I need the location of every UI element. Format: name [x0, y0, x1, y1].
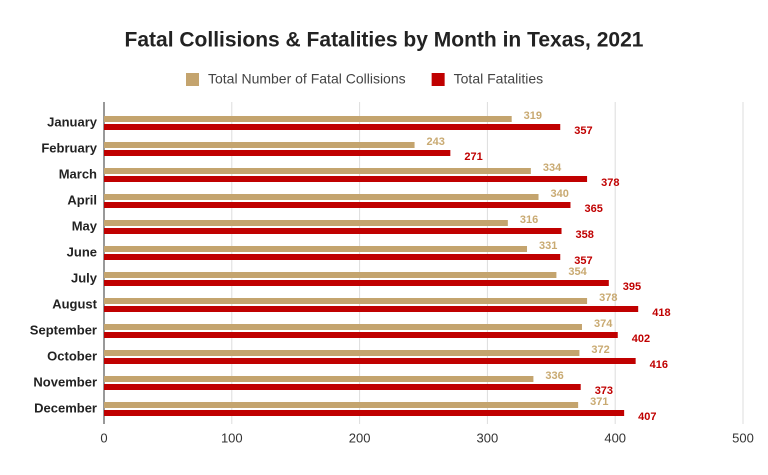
bar [104, 176, 588, 182]
data-label: 374 [594, 318, 613, 330]
data-label: 316 [520, 214, 538, 226]
data-label: 331 [539, 240, 557, 252]
legend: Total Number of Fatal Collisions Total Fa… [186, 71, 543, 87]
legend-label: Total Fatalities [454, 71, 543, 87]
bar [104, 384, 581, 390]
data-label: 416 [650, 359, 668, 371]
legend-swatch [186, 73, 199, 86]
y-tick-label: October [47, 348, 97, 363]
data-label: 418 [652, 307, 670, 319]
bar [104, 324, 582, 330]
data-label: 357 [574, 125, 592, 137]
x-tick-label: 0 [100, 430, 107, 445]
y-tick-label: September [30, 322, 97, 337]
data-label: 371 [590, 396, 608, 408]
data-label: 378 [599, 292, 617, 304]
data-label: 357 [574, 255, 592, 267]
x-tick-label: 400 [604, 430, 626, 445]
y-tick-label: July [71, 270, 98, 285]
x-tick-label: 300 [477, 430, 499, 445]
legend-swatch [431, 73, 445, 86]
y-tick-label: May [72, 218, 98, 233]
bar [104, 332, 618, 338]
bar [104, 202, 571, 208]
y-tick-label: November [33, 374, 97, 389]
x-tick-label: 500 [732, 430, 754, 445]
bar [104, 124, 561, 130]
data-label: 271 [464, 151, 482, 163]
data-label: 373 [595, 385, 613, 397]
data-label: 354 [568, 266, 587, 278]
bar [104, 350, 580, 356]
bar [104, 194, 539, 200]
bar [104, 254, 561, 260]
data-label: 336 [545, 370, 563, 382]
bar [104, 358, 636, 364]
y-tick-label: August [52, 296, 97, 311]
bar [104, 220, 508, 226]
data-label: 407 [638, 411, 656, 423]
data-label: 378 [601, 177, 619, 189]
data-label: 358 [576, 229, 594, 241]
data-label: 334 [543, 162, 562, 174]
bar [104, 116, 512, 122]
bar [104, 376, 534, 382]
chart-title: Fatal Collisions & Fatalities by Month i… [125, 29, 644, 52]
data-label: 372 [591, 344, 609, 356]
bar [104, 228, 562, 234]
y-tick-label: December [34, 400, 97, 415]
data-label: 395 [623, 281, 641, 293]
bar [104, 298, 588, 304]
data-label: 365 [584, 203, 602, 215]
y-tick-label: April [67, 192, 97, 207]
bar [104, 142, 415, 148]
data-label: 319 [524, 110, 542, 122]
x-tick-label: 200 [349, 430, 371, 445]
data-label: 243 [427, 136, 445, 148]
x-tick-label: 100 [221, 430, 243, 445]
bar [104, 410, 625, 416]
bar [104, 280, 609, 286]
data-label: 402 [632, 333, 650, 345]
y-tick-label: March [59, 166, 97, 181]
data-label: 340 [551, 188, 569, 200]
bar [104, 306, 639, 312]
legend-label: Total Number of Fatal Collisions [208, 71, 406, 87]
y-tick-label: February [41, 140, 97, 155]
bar [104, 402, 579, 408]
y-tick-label: June [67, 244, 97, 259]
y-tick-label: January [47, 114, 98, 129]
bar [104, 150, 451, 156]
bar [104, 272, 557, 278]
bar [104, 246, 528, 252]
bar [104, 168, 531, 174]
